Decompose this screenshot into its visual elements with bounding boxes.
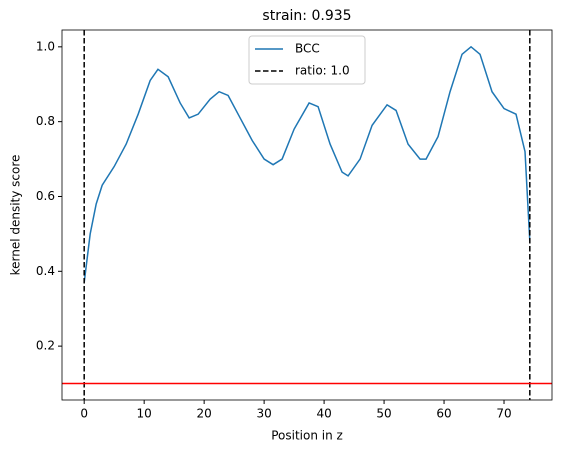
x-tick-label: 70 bbox=[496, 407, 511, 421]
x-tick-label: 0 bbox=[80, 407, 88, 421]
legend-label: BCC bbox=[295, 42, 320, 56]
y-tick-label: 0.8 bbox=[36, 114, 55, 128]
legend-label: ratio: 1.0 bbox=[295, 64, 350, 78]
y-axis-label: kernel density score bbox=[9, 155, 23, 276]
x-tick-label: 30 bbox=[256, 407, 271, 421]
y-tick-label: 0.2 bbox=[36, 339, 55, 353]
legend-box bbox=[248, 35, 366, 85]
data-line bbox=[83, 45, 531, 283]
plot-frame bbox=[61, 29, 553, 401]
x-tick-label: 60 bbox=[436, 407, 451, 421]
y-tick-label: 0.6 bbox=[36, 189, 55, 203]
x-tick-label: 10 bbox=[137, 407, 152, 421]
y-tick-label: 1.0 bbox=[36, 39, 55, 53]
x-tick-label: 40 bbox=[316, 407, 331, 421]
y-tick-label: 0.4 bbox=[36, 264, 55, 278]
chart-title: strain: 0.935 bbox=[262, 8, 351, 24]
x-tick-label: 50 bbox=[376, 407, 391, 421]
x-axis-label: Position in z bbox=[271, 429, 343, 443]
x-tick-label: 20 bbox=[197, 407, 212, 421]
